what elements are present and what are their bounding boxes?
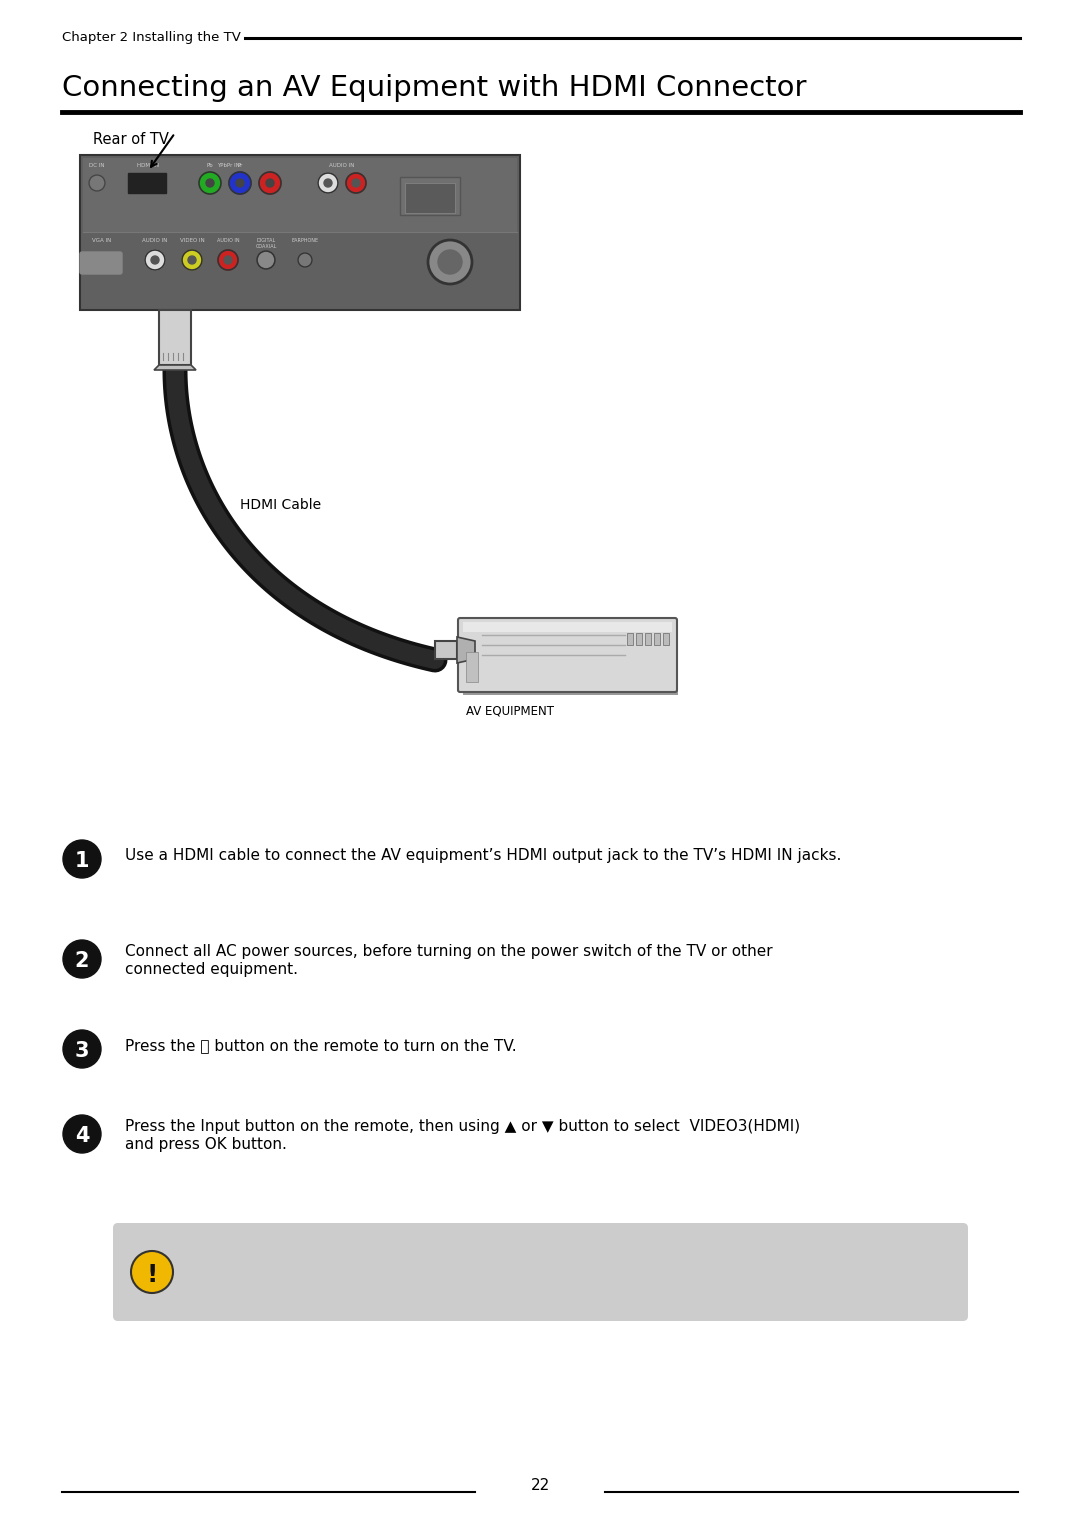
Bar xyxy=(435,640,457,659)
Text: VIDEO IN: VIDEO IN xyxy=(179,237,204,244)
Circle shape xyxy=(63,1115,102,1154)
Text: YPbPr IN: YPbPr IN xyxy=(217,162,240,169)
Bar xyxy=(463,622,672,633)
Circle shape xyxy=(237,179,244,187)
Text: and press OK button.: and press OK button. xyxy=(125,1137,287,1152)
Text: EARPHONE: EARPHONE xyxy=(292,237,319,244)
Text: The HDMI connector provides both video and audio signals, it’s not: The HDMI connector provides both video a… xyxy=(188,1255,766,1268)
Circle shape xyxy=(188,256,195,264)
Text: Pr: Pr xyxy=(238,162,243,169)
Circle shape xyxy=(151,256,159,264)
Circle shape xyxy=(183,250,202,270)
Text: connected equipment.: connected equipment. xyxy=(125,962,298,977)
Polygon shape xyxy=(154,365,195,371)
Circle shape xyxy=(352,179,360,187)
Circle shape xyxy=(346,173,366,193)
Text: AV EQUIPMENT: AV EQUIPMENT xyxy=(465,705,554,719)
Bar xyxy=(627,633,633,645)
Text: Press the Input button on the remote, then using ▲ or ▼ button to select  VIDEO3: Press the Input button on the remote, th… xyxy=(125,1118,800,1134)
Text: !: ! xyxy=(146,1262,158,1287)
Circle shape xyxy=(257,251,275,270)
Text: DIGITAL: DIGITAL xyxy=(256,237,275,244)
Circle shape xyxy=(63,941,102,977)
Circle shape xyxy=(229,172,251,195)
Text: AUDIO IN: AUDIO IN xyxy=(217,237,240,244)
Circle shape xyxy=(224,256,232,264)
Circle shape xyxy=(266,179,274,187)
Circle shape xyxy=(63,840,102,878)
Circle shape xyxy=(428,241,472,283)
FancyBboxPatch shape xyxy=(113,1223,968,1321)
Bar xyxy=(463,689,678,696)
Text: Rear of TV: Rear of TV xyxy=(93,132,168,147)
Circle shape xyxy=(89,175,105,192)
Bar xyxy=(663,633,669,645)
Circle shape xyxy=(259,172,281,195)
Text: Connecting an AV Equipment with HDMI Connector: Connecting an AV Equipment with HDMI Con… xyxy=(62,74,807,103)
Bar xyxy=(636,633,642,645)
Text: HDMI Cable: HDMI Cable xyxy=(240,498,321,512)
Text: 22: 22 xyxy=(530,1478,550,1494)
Bar xyxy=(654,633,660,645)
Polygon shape xyxy=(457,637,475,663)
Text: HDMI IN: HDMI IN xyxy=(137,162,159,169)
Text: AUDIO IN: AUDIO IN xyxy=(143,237,167,244)
Circle shape xyxy=(218,250,238,270)
Text: 3: 3 xyxy=(75,1042,90,1062)
Text: 2: 2 xyxy=(75,951,90,971)
Bar xyxy=(129,173,166,193)
Circle shape xyxy=(324,179,332,187)
FancyBboxPatch shape xyxy=(458,617,677,692)
Circle shape xyxy=(63,1030,102,1068)
Text: necessary to connect the audio cable.: necessary to connect the audio cable. xyxy=(188,1276,514,1291)
Circle shape xyxy=(199,172,221,195)
Circle shape xyxy=(131,1252,173,1293)
Circle shape xyxy=(318,173,338,193)
Circle shape xyxy=(298,253,312,267)
Bar xyxy=(83,158,517,231)
Bar xyxy=(80,155,519,309)
Text: Pb: Pb xyxy=(206,162,214,169)
Text: Use a HDMI cable to connect the AV equipment’s HDMI output jack to the TV’s HDMI: Use a HDMI cable to connect the AV equip… xyxy=(125,849,841,863)
Bar xyxy=(159,309,191,365)
Bar xyxy=(400,178,460,214)
Text: DC IN: DC IN xyxy=(90,162,105,169)
Text: Connect all AC power sources, before turning on the power switch of the TV or ot: Connect all AC power sources, before tur… xyxy=(125,944,772,959)
Text: 4: 4 xyxy=(75,1126,90,1146)
Bar xyxy=(645,633,651,645)
Text: COAXIAL: COAXIAL xyxy=(255,244,276,250)
Text: VGA IN: VGA IN xyxy=(93,237,111,244)
Circle shape xyxy=(145,250,165,270)
Circle shape xyxy=(206,179,214,187)
Bar xyxy=(465,653,478,682)
Text: AUDIO IN: AUDIO IN xyxy=(329,162,354,169)
Text: Chapter 2 Installing the TV: Chapter 2 Installing the TV xyxy=(62,32,241,44)
Text: Press the ⏻ button on the remote to turn on the TV.: Press the ⏻ button on the remote to turn… xyxy=(125,1039,516,1052)
Circle shape xyxy=(438,250,462,274)
Text: 1: 1 xyxy=(75,850,90,872)
Bar xyxy=(405,182,455,213)
FancyBboxPatch shape xyxy=(80,251,122,274)
